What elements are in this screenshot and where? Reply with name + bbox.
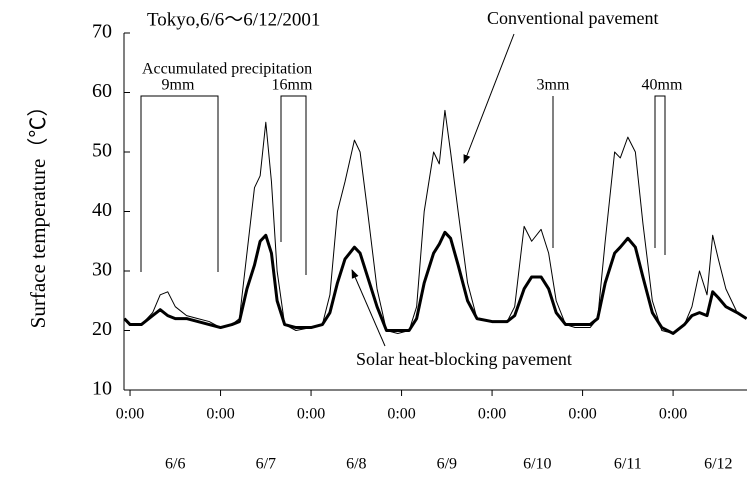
x-tick-label: 0:00: [478, 406, 506, 423]
line-series: [123, 230, 747, 335]
arrow: [351, 269, 386, 347]
y-tick-label: 60: [92, 80, 112, 102]
bracket: [654, 95, 666, 255]
annotation: Solar heat-blocking pavement: [356, 349, 572, 369]
bracket: [280, 95, 307, 275]
y-tick-label: 10: [92, 378, 112, 400]
day-label: 6/10: [523, 456, 551, 473]
y-tick-label: 30: [92, 259, 112, 281]
x-tick-label: 0:00: [206, 406, 234, 423]
rain-label: 16mm: [272, 77, 313, 94]
day-label: 6/6: [165, 456, 185, 473]
line-series: [124, 109, 747, 334]
annotation: Conventional pavement: [487, 8, 658, 28]
x-tick-label: 0:00: [297, 406, 325, 423]
rain-label: 3mm: [537, 77, 570, 94]
arrow: [463, 33, 515, 164]
y-tick-label: 50: [92, 140, 112, 162]
x-tick-label: 0:00: [387, 406, 415, 423]
precipitation-brackets: [140, 33, 666, 347]
day-label: 6/12: [704, 456, 732, 473]
chart-title: Tokyo,6/6〜6/12/2001: [147, 9, 320, 30]
y-tick-label: 70: [92, 21, 112, 43]
day-label: 6/11: [614, 456, 642, 473]
precipitation-label: Accumulated precipitation: [142, 61, 312, 78]
day-label: 6/9: [437, 456, 457, 473]
y-tick-label: 20: [92, 318, 112, 340]
x-tick-label: 0:00: [116, 406, 144, 423]
bracket: [140, 95, 219, 272]
y-tick-label: 40: [92, 199, 112, 221]
day-label: 6/7: [256, 456, 276, 473]
x-tick-label: 0:00: [659, 406, 687, 423]
day-label: 6/8: [346, 456, 366, 473]
y-axis-label: Surface temperature（℃）: [26, 96, 50, 329]
x-tick-label: 0:00: [568, 406, 596, 423]
rain-label: 40mm: [642, 77, 683, 94]
rain-label: 9mm: [162, 77, 195, 94]
